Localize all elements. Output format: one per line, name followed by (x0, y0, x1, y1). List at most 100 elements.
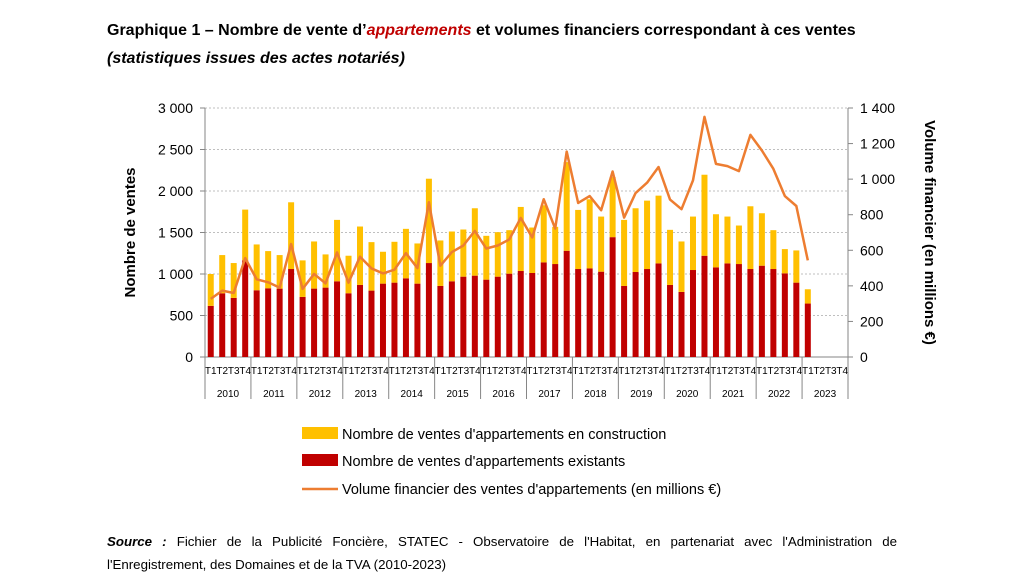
source-text: Fichier de la Publicité Foncière, STATEC… (107, 534, 897, 572)
bar-existants (207, 305, 214, 357)
bar-existants (667, 284, 674, 357)
bar-construction (678, 241, 685, 292)
y2-tick-label: 600 (860, 242, 884, 258)
bar-existants (735, 264, 742, 357)
bar-construction (747, 206, 754, 270)
legend-label: Nombre de ventes d'appartements existant… (342, 454, 625, 470)
bar-existants (644, 269, 651, 357)
x-tick-label: T2 (630, 366, 642, 377)
bar-existants (712, 267, 719, 357)
x-tick-label: T3 (595, 366, 607, 377)
bar-construction (724, 216, 731, 264)
bar-existants (793, 282, 800, 357)
bar-construction (311, 241, 318, 289)
bar-existants (345, 293, 352, 357)
x-tick-label: T3 (228, 366, 240, 377)
x-year-label: 2014 (401, 389, 424, 400)
bar-construction (483, 235, 490, 280)
bar-construction (770, 230, 777, 270)
bar-existants (448, 281, 455, 357)
bar-construction (265, 251, 272, 289)
x-tick-label: T3 (274, 366, 286, 377)
x-tick-label: T3 (366, 366, 378, 377)
x-tick-label: T2 (308, 366, 320, 377)
bar-existants (402, 278, 409, 357)
x-tick-label: T4 (561, 366, 573, 377)
bar-existants (609, 237, 616, 357)
bar-existants (517, 271, 524, 357)
x-year-label: 2023 (814, 389, 837, 400)
y2-tick-label: 400 (860, 278, 884, 294)
bar-existants (621, 285, 628, 357)
y-tick-label: 0 (185, 349, 193, 365)
x-tick-label: T4 (836, 366, 848, 377)
bar-construction (322, 254, 329, 288)
bar-construction (368, 242, 375, 291)
bar-construction (391, 241, 398, 283)
legend-swatch-construction (302, 427, 338, 439)
bar-existants (781, 273, 788, 357)
x-year-label: 2016 (492, 389, 515, 400)
x-tick-label: T3 (320, 366, 332, 377)
bar-existants (586, 268, 593, 357)
x-tick-label: T2 (676, 366, 688, 377)
x-year-label: 2017 (538, 389, 561, 400)
bar-existants (253, 290, 260, 357)
bar-existants (529, 273, 536, 357)
y-axis-title: Nombre de ventes (122, 167, 139, 297)
source-note: Source : Fichier de la Publicité Foncièr… (107, 530, 897, 576)
x-tick-label: T1 (802, 366, 814, 377)
x-year-label: 2012 (309, 389, 332, 400)
x-tick-label: T4 (699, 366, 711, 377)
bar-existants (701, 255, 708, 357)
x-tick-label: T3 (458, 366, 470, 377)
x-year-label: 2013 (355, 389, 378, 400)
y2-tick-label: 1 000 (860, 171, 895, 187)
bar-construction (644, 200, 651, 270)
bar-construction (609, 177, 616, 238)
y-tick-label: 2 500 (158, 142, 193, 158)
bar-construction (276, 255, 283, 289)
bar-construction (253, 244, 260, 291)
x-tick-label: T1 (526, 366, 538, 377)
bar-construction (667, 229, 674, 285)
bar-construction (804, 289, 811, 304)
x-tick-label: T3 (825, 366, 837, 377)
bar-construction (621, 219, 628, 286)
x-year-label: 2022 (768, 389, 791, 400)
x-tick-label: T2 (262, 366, 274, 377)
bar-existants (425, 263, 432, 357)
bar-construction (586, 199, 593, 269)
legend-label: Nombre de ventes d'appartements en const… (342, 427, 666, 443)
x-tick-label: T1 (343, 366, 355, 377)
x-tick-label: T2 (446, 366, 458, 377)
bar-construction (655, 195, 662, 264)
bar-construction (448, 231, 455, 282)
bar-existants (368, 290, 375, 357)
bar-existants (471, 275, 478, 357)
bar-existants (379, 283, 386, 357)
bar-construction (345, 255, 352, 294)
x-tick-label: T1 (389, 366, 401, 377)
x-tick-label: T4 (745, 366, 757, 377)
bar-existants (598, 271, 605, 357)
bar-existants (540, 262, 547, 357)
y-tick-label: 1 500 (158, 225, 193, 241)
x-tick-label: T1 (251, 366, 263, 377)
x-tick-label: T1 (756, 366, 768, 377)
x-tick-label: T3 (733, 366, 745, 377)
x-tick-label: T4 (377, 366, 389, 377)
bar-existants (288, 269, 295, 357)
x-tick-label: T2 (538, 366, 550, 377)
bar-construction (379, 251, 386, 284)
y-tick-label: 2 000 (158, 183, 193, 199)
y2-tick-label: 0 (860, 349, 868, 365)
volume-line (210, 115, 810, 300)
x-tick-label: T3 (687, 366, 699, 377)
x-tick-label: T4 (423, 366, 435, 377)
source-label: Source : (107, 534, 167, 549)
bar-construction (219, 255, 226, 294)
bar-construction (288, 202, 295, 270)
chart-title: Graphique 1 – Nombre de vente d’appartem… (107, 22, 856, 40)
bar-existants (242, 260, 249, 357)
